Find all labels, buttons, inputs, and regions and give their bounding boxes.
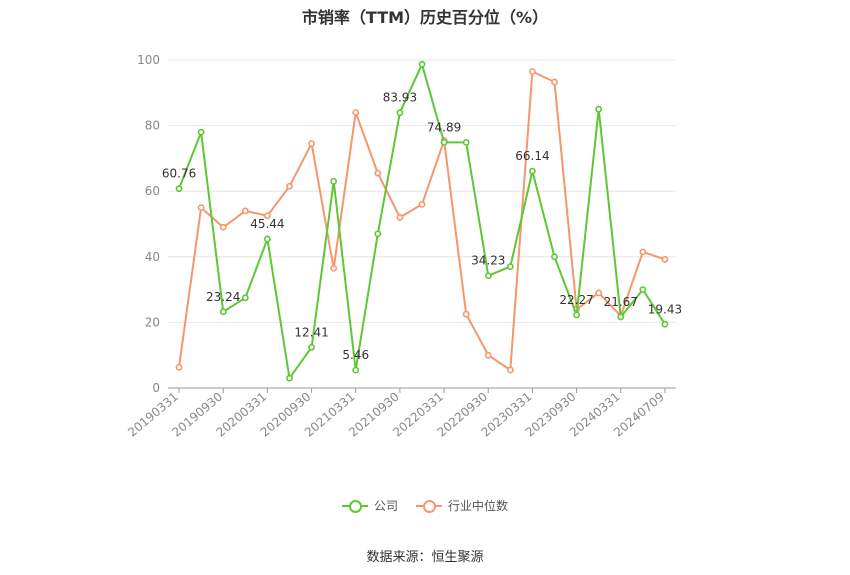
data-point-company bbox=[374, 230, 382, 238]
data-point-industry-median bbox=[462, 310, 470, 318]
legend-swatch-company bbox=[341, 499, 368, 513]
data-point-company bbox=[595, 105, 603, 113]
data-label: 21.67 bbox=[604, 295, 638, 309]
y-tick-label: 20 bbox=[145, 315, 160, 329]
data-point-industry-median bbox=[639, 248, 647, 256]
data-point-company bbox=[639, 286, 647, 293]
data-label: 34.23 bbox=[471, 254, 505, 268]
data-point-company bbox=[529, 167, 536, 175]
data-point-company bbox=[484, 272, 492, 280]
data-label: 5.46 bbox=[342, 348, 369, 362]
data-point-industry-median bbox=[484, 351, 492, 359]
data-label: 74.89 bbox=[427, 120, 461, 134]
legend: 公司 行业中位数 bbox=[0, 497, 850, 514]
legend-label-industry-median: 行业中位数 bbox=[448, 499, 509, 513]
data-point-company bbox=[418, 60, 426, 68]
data-point-industry-median bbox=[551, 78, 558, 86]
data-label: 12.41 bbox=[294, 325, 328, 339]
data-label: 66.14 bbox=[515, 149, 549, 163]
data-point-industry-median bbox=[286, 182, 293, 190]
data-point-industry-median bbox=[529, 68, 536, 75]
legend-label-company: 公司 bbox=[373, 499, 398, 513]
legend-swatch-industry-median bbox=[416, 499, 442, 513]
legend-item-industry-median[interactable]: 行业中位数 bbox=[416, 497, 508, 514]
data-point-industry-median bbox=[506, 366, 514, 374]
data-point-company bbox=[263, 235, 271, 243]
y-tick-label: 40 bbox=[145, 250, 160, 264]
data-point-industry-median bbox=[197, 204, 205, 211]
data-point-company bbox=[352, 366, 360, 374]
data-point-company bbox=[286, 374, 293, 382]
data-point-industry-median bbox=[241, 207, 249, 215]
data-point-industry-median bbox=[352, 109, 360, 116]
data-label: 23.24 bbox=[206, 290, 240, 304]
data-point-company bbox=[308, 343, 315, 351]
data-point-industry-median bbox=[396, 214, 404, 221]
data-label: 60.76 bbox=[162, 167, 196, 181]
data-point-company bbox=[551, 253, 558, 261]
y-tick-label: 100 bbox=[137, 53, 160, 67]
data-point-industry-median bbox=[418, 200, 426, 208]
data-point-company bbox=[573, 311, 581, 319]
data-point-company bbox=[462, 138, 470, 146]
y-tick-label: 80 bbox=[145, 119, 160, 133]
data-point-industry-median bbox=[263, 212, 271, 220]
data-point-company bbox=[197, 128, 205, 136]
y-tick-label: 60 bbox=[145, 184, 160, 198]
chart-title: 市销率（TTM）历史百分位（%） bbox=[301, 8, 549, 27]
data-point-industry-median bbox=[219, 223, 227, 231]
data-point-industry-median bbox=[595, 289, 603, 297]
data-point-company bbox=[219, 308, 227, 316]
data-point-industry-median bbox=[308, 140, 315, 148]
legend-item-company[interactable]: 公司 bbox=[341, 497, 398, 514]
data-label: 22.27 bbox=[559, 293, 593, 307]
data-point-company bbox=[175, 185, 183, 193]
data-point-company bbox=[661, 320, 669, 328]
data-point-industry-median bbox=[374, 169, 382, 177]
data-label: 45.44 bbox=[250, 217, 284, 231]
data-point-industry-median bbox=[330, 264, 338, 272]
data-label: 19.43 bbox=[648, 302, 682, 316]
data-point-company bbox=[330, 177, 338, 185]
data-source: 数据来源：恒生聚源 bbox=[366, 550, 484, 565]
data-point-company bbox=[241, 294, 249, 302]
data-point-company bbox=[440, 138, 448, 146]
data-point-company bbox=[617, 313, 625, 321]
data-label: 83.93 bbox=[383, 91, 417, 105]
data-point-industry-median bbox=[175, 363, 183, 371]
data-point-company bbox=[396, 109, 404, 117]
data-point-company bbox=[506, 263, 514, 271]
data-point-industry-median bbox=[661, 256, 669, 263]
y-tick-label: 0 bbox=[152, 381, 160, 395]
